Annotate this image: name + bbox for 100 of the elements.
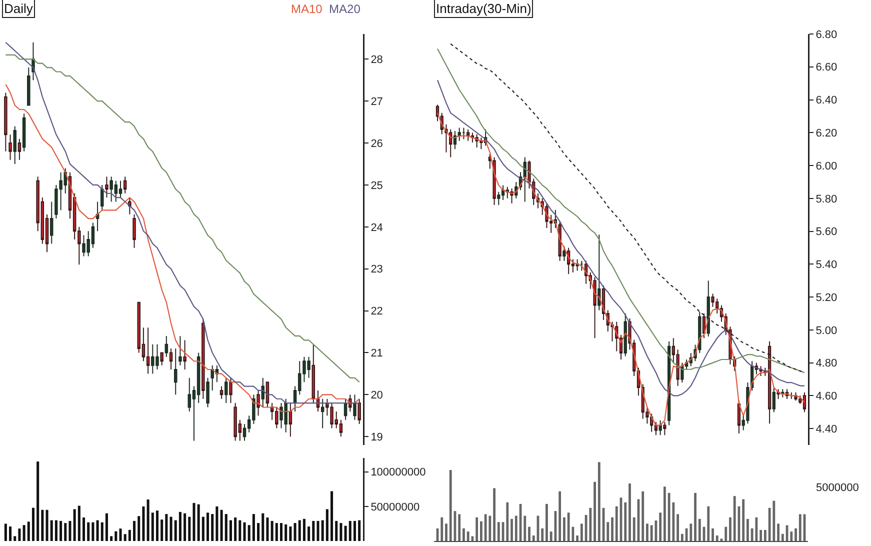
bar [532, 535, 535, 541]
bar [321, 520, 324, 541]
bar [142, 506, 145, 541]
bar [462, 528, 465, 541]
candlestick [706, 280, 710, 337]
candlestick [562, 246, 566, 262]
bar [133, 520, 136, 541]
candlestick [598, 234, 601, 311]
candlestick [462, 127, 466, 140]
bar [266, 517, 269, 541]
bar [216, 506, 218, 541]
bar [484, 514, 487, 541]
bar [742, 499, 745, 541]
bar [234, 517, 237, 541]
bar [92, 522, 94, 541]
y-tick-label: 6.60 [816, 62, 838, 74]
bar [275, 523, 278, 541]
bar [248, 525, 250, 541]
candlestick [776, 388, 780, 400]
bar [330, 491, 334, 541]
bar [488, 516, 492, 541]
bar [733, 496, 736, 541]
bar [312, 520, 315, 541]
bar [497, 522, 500, 541]
bar [646, 524, 648, 541]
candlestick [183, 340, 186, 370]
bar [294, 523, 296, 541]
candlestick [128, 197, 132, 215]
candlestick [123, 176, 127, 194]
bar [694, 492, 696, 541]
candlestick [96, 201, 100, 232]
candlestick [118, 180, 122, 198]
bar [755, 517, 758, 541]
bar [284, 524, 288, 541]
bar [206, 512, 210, 541]
y-tick-label: 5.40 [816, 259, 838, 272]
bar [78, 506, 80, 541]
bar [524, 516, 526, 541]
candlestick [358, 398, 361, 425]
candlestick [256, 390, 260, 416]
bar [611, 517, 614, 541]
y-tick-label: 6.40 [816, 94, 838, 107]
bar [707, 506, 710, 541]
bar [698, 518, 701, 541]
chart-title: Daily [4, 1, 34, 16]
y-tick-label: 24 [370, 222, 383, 234]
bar [480, 521, 482, 541]
bar [546, 504, 548, 541]
line-series [436, 112, 806, 426]
bar [449, 470, 452, 541]
bar [493, 488, 496, 541]
bar [60, 520, 62, 541]
bar [659, 512, 662, 541]
bar [174, 520, 177, 541]
text: 5000000 [816, 482, 859, 494]
bar [308, 526, 310, 541]
bar [760, 530, 762, 541]
candlestick [8, 134, 12, 160]
candlestick [169, 348, 173, 370]
bar [280, 523, 283, 541]
candlestick [312, 344, 316, 404]
bar [781, 534, 784, 541]
bar [64, 523, 67, 541]
bar [238, 520, 242, 541]
y-tick-label: 5.60 [816, 226, 838, 238]
bar [476, 517, 478, 541]
candlestick [576, 258, 579, 272]
bar [563, 517, 566, 541]
y-tick-label: 21 [370, 348, 383, 360]
candlestick [737, 400, 741, 434]
bar [50, 520, 53, 541]
bar [170, 516, 172, 541]
bar [114, 531, 118, 541]
bar [87, 522, 90, 541]
bar [197, 504, 200, 541]
candlestick [27, 67, 30, 106]
bar [668, 492, 670, 541]
bar [576, 535, 579, 541]
bar [68, 520, 72, 541]
candlestick [18, 138, 22, 160]
candlestick [105, 176, 108, 198]
bar [220, 510, 223, 541]
bar [82, 517, 86, 541]
bar [724, 526, 728, 541]
bar [676, 514, 679, 541]
candlestick [202, 318, 205, 400]
y-tick-label: 5.20 [816, 292, 838, 304]
candlestick [316, 390, 320, 412]
candlestick [261, 377, 264, 408]
bar [229, 520, 232, 541]
bar [663, 486, 666, 541]
bar [27, 522, 30, 541]
bar [764, 530, 766, 541]
candlestick [178, 335, 182, 366]
candlestick [288, 402, 292, 438]
bar [100, 522, 104, 541]
bar [690, 524, 692, 541]
bar [729, 517, 732, 541]
candlestick [506, 186, 509, 199]
bar [36, 461, 40, 541]
